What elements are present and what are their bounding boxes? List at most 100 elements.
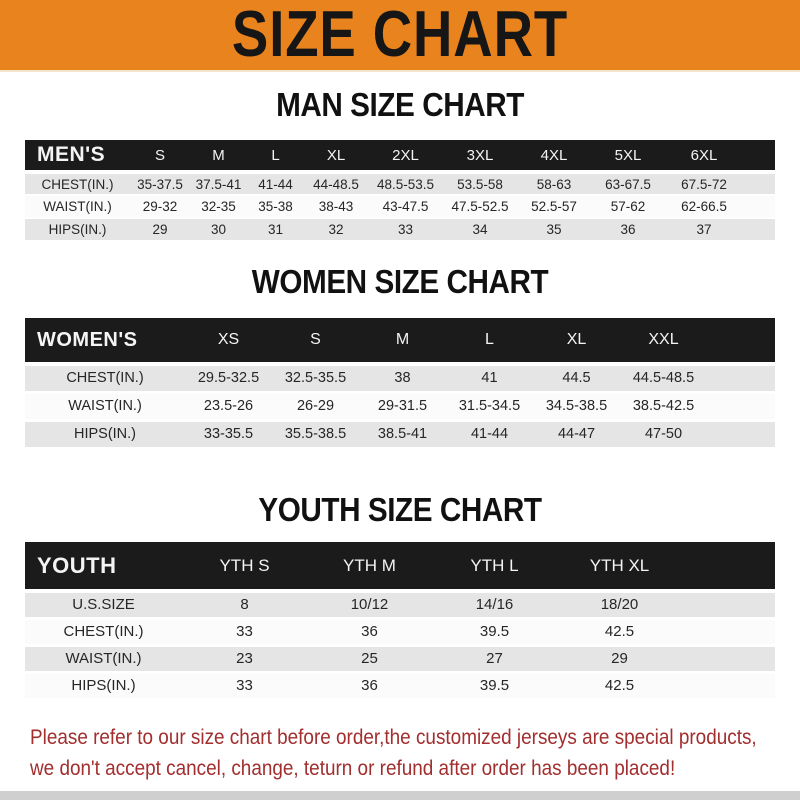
size-value-cell: 38-43 (304, 195, 368, 219)
table-header-row: WOMEN'S XS S M L XL XXL (25, 318, 775, 366)
size-value-cell: 18/20 (557, 591, 682, 620)
size-value-cell: 26-29 (272, 392, 359, 422)
size-column-header: XXL (620, 318, 707, 366)
size-value-cell: 30 (190, 218, 247, 242)
size-column-header: L (446, 318, 533, 366)
size-column-header: L (247, 140, 304, 174)
size-value-cell: 32-35 (190, 195, 247, 219)
disclaimer-line-1: Please refer to our size chart before or… (30, 725, 757, 749)
size-column-header: YTH XL (557, 542, 682, 593)
row-filler (682, 645, 775, 674)
size-column-header: M (359, 318, 446, 366)
size-value-cell: 39.5 (432, 618, 557, 647)
size-column-header: M (190, 140, 247, 174)
size-value-cell: 8 (182, 591, 307, 620)
row-label-cell: HIPS(IN.) (25, 672, 182, 701)
table-row: CHEST(IN.) 29.5-32.5 32.5-35.5 38 41 44.5 44.5… (25, 364, 775, 394)
size-value-cell: 29.5-32.5 (185, 364, 272, 394)
size-value-cell: 42.5 (557, 618, 682, 647)
size-value-cell: 43-47.5 (368, 195, 443, 219)
size-value-cell: 33 (182, 672, 307, 701)
disclaimer-line-2: we don't accept cancel, change, teturn o… (30, 756, 676, 780)
youth-size-table: YOUTH YTH S YTH M YTH L YTH XL U.S.SIZE 8 10/12… (25, 542, 775, 701)
size-value-cell: 44-48.5 (304, 172, 368, 196)
row-label-cell: WAIST(IN.) (25, 645, 182, 674)
size-value-cell: 29-32 (130, 195, 190, 219)
table-header-row: MEN'S S M L XL 2XL 3XL 4XL 5XL 6XL (25, 140, 775, 174)
size-value-cell: 35 (517, 218, 591, 242)
header-filler (682, 542, 775, 593)
size-value-cell: 34 (443, 218, 517, 242)
row-filler (743, 218, 775, 242)
size-value-cell: 32 (304, 218, 368, 242)
size-value-cell: 53.5-58 (443, 172, 517, 196)
size-column-header: S (272, 318, 359, 366)
row-filler (707, 392, 775, 422)
size-column-header: YTH L (432, 542, 557, 593)
table-header-label: YOUTH (25, 542, 182, 593)
man-section-heading: MAN SIZE CHART (276, 86, 524, 123)
size-value-cell: 35-37.5 (130, 172, 190, 196)
size-value-cell: 29 (557, 645, 682, 674)
size-value-cell: 36 (307, 618, 432, 647)
size-value-cell: 48.5-53.5 (368, 172, 443, 196)
bottom-edge-strip (0, 791, 800, 800)
table-row: CHEST(IN.) 33 36 39.5 42.5 (25, 618, 775, 647)
row-filler (682, 618, 775, 647)
row-label-cell: HIPS(IN.) (25, 218, 130, 242)
size-value-cell: 38.5-41 (359, 420, 446, 450)
row-filler (682, 591, 775, 620)
size-value-cell: 44.5-48.5 (620, 364, 707, 394)
size-value-cell: 38.5-42.5 (620, 392, 707, 422)
size-value-cell: 31.5-34.5 (446, 392, 533, 422)
row-label-cell: CHEST(IN.) (25, 172, 130, 196)
size-value-cell: 23 (182, 645, 307, 674)
size-column-header: XL (533, 318, 620, 366)
row-filler (682, 672, 775, 701)
size-column-header: 6XL (665, 140, 743, 174)
size-value-cell: 34.5-38.5 (533, 392, 620, 422)
size-value-cell: 39.5 (432, 672, 557, 701)
size-value-cell: 42.5 (557, 672, 682, 701)
size-value-cell: 41 (446, 364, 533, 394)
table-row: WAIST(IN.) 23 25 27 29 (25, 645, 775, 674)
row-label-cell: CHEST(IN.) (25, 364, 185, 394)
size-value-cell: 38 (359, 364, 446, 394)
size-value-cell: 41-44 (247, 172, 304, 196)
banner-title: SIZE CHART (231, 0, 569, 71)
size-column-header: YTH M (307, 542, 432, 593)
row-filler (743, 172, 775, 196)
size-value-cell: 47-50 (620, 420, 707, 450)
size-value-cell: 37 (665, 218, 743, 242)
table-row: HIPS(IN.) 29 30 31 32 33 34 35 36 37 (25, 218, 775, 242)
size-value-cell: 31 (247, 218, 304, 242)
women-section-heading: WOMEN SIZE CHART (251, 263, 549, 300)
header-filler (707, 318, 775, 366)
size-column-header: XS (185, 318, 272, 366)
row-filler (707, 420, 775, 450)
size-column-header: 2XL (368, 140, 443, 174)
size-value-cell: 63-67.5 (591, 172, 665, 196)
size-value-cell: 57-62 (591, 195, 665, 219)
size-value-cell: 32.5-35.5 (272, 364, 359, 394)
size-value-cell: 36 (591, 218, 665, 242)
size-value-cell: 41-44 (446, 420, 533, 450)
men-size-table: MEN'S S M L XL 2XL 3XL 4XL 5XL 6XL CHEST(IN.) 35-37… (25, 140, 775, 242)
size-value-cell: 14/16 (432, 591, 557, 620)
size-value-cell: 44.5 (533, 364, 620, 394)
size-value-cell: 33 (368, 218, 443, 242)
women-size-table: WOMEN'S XS S M L XL XXL CHEST(IN.) 29.5-32.5 32.5… (25, 318, 775, 450)
size-value-cell: 62-66.5 (665, 195, 743, 219)
youth-section-heading: YOUTH SIZE CHART (258, 491, 542, 528)
table-row: WAIST(IN.) 29-32 32-35 35-38 38-43 43-47.5 47.… (25, 195, 775, 219)
size-value-cell: 25 (307, 645, 432, 674)
size-value-cell: 35-38 (247, 195, 304, 219)
table-row: CHEST(IN.) 35-37.5 37.5-41 41-44 44-48.5 48.5… (25, 172, 775, 196)
table-row: HIPS(IN.) 33 36 39.5 42.5 (25, 672, 775, 701)
size-column-header: 5XL (591, 140, 665, 174)
row-filler (707, 364, 775, 394)
size-value-cell: 47.5-52.5 (443, 195, 517, 219)
size-column-header: YTH S (182, 542, 307, 593)
size-value-cell: 29-31.5 (359, 392, 446, 422)
row-label-cell: CHEST(IN.) (25, 618, 182, 647)
